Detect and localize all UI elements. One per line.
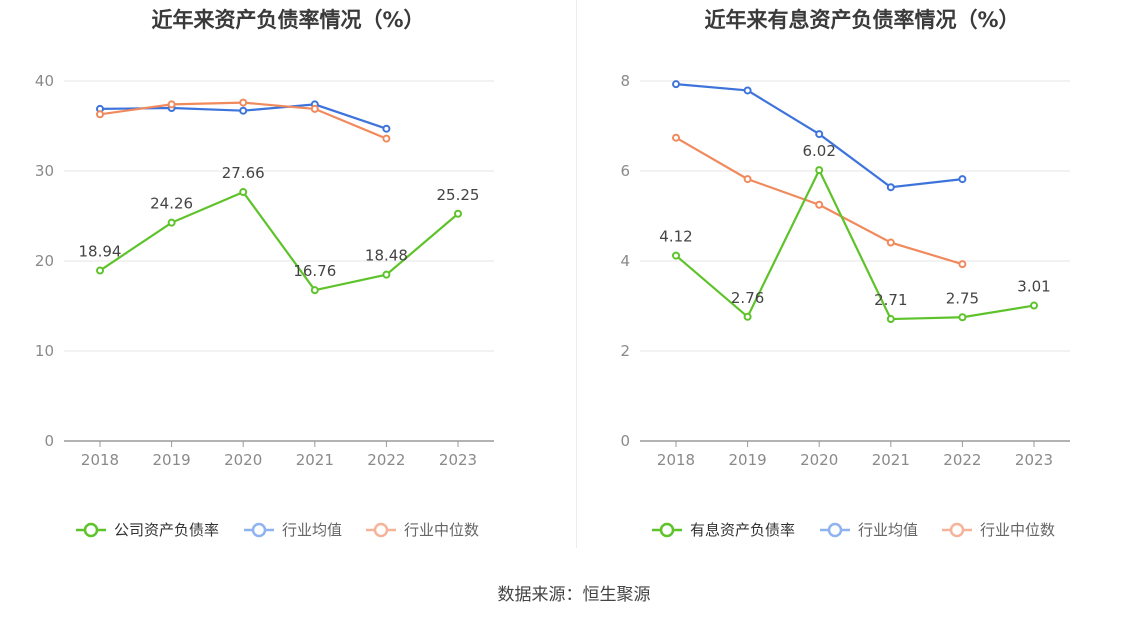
legend-label-company: 公司资产负债率 xyxy=(114,521,219,539)
data-label: 2.75 xyxy=(946,289,979,307)
series-line-company xyxy=(675,167,1035,321)
data-label: 3.01 xyxy=(1017,278,1050,296)
data-point-median xyxy=(958,260,967,269)
y-tick-label: 8 xyxy=(620,72,630,90)
data-point-avg xyxy=(239,106,248,115)
data-point-company xyxy=(454,209,462,218)
data-point-median xyxy=(886,238,895,247)
legend-marker-avg xyxy=(251,522,267,538)
data-point-company xyxy=(958,313,967,322)
data-point-avg xyxy=(743,86,752,95)
chart-title-interest-debt-ratio: 近年来有息资产负债率情况（%） xyxy=(704,8,1020,32)
legend-marker-company xyxy=(659,522,675,538)
y-tick-label: 30 xyxy=(35,162,54,180)
data-point-company xyxy=(382,270,391,279)
x-tick-label: 2022 xyxy=(943,451,981,469)
legend-marker-median xyxy=(949,522,965,538)
y-tick-label: 40 xyxy=(35,72,54,90)
data-point-company xyxy=(815,166,824,175)
data-label: 6.02 xyxy=(802,142,835,160)
data-point-company xyxy=(743,312,752,321)
data-label: 25.25 xyxy=(437,186,480,204)
data-label: 24.26 xyxy=(150,195,193,213)
data-label: 4.12 xyxy=(659,228,692,246)
data-label: 18.48 xyxy=(365,247,408,265)
data-label: 2.76 xyxy=(731,289,764,307)
x-tick-label: 2018 xyxy=(81,451,119,469)
y-tick-label: 20 xyxy=(35,252,54,270)
legend-label-company: 有息资产负债率 xyxy=(690,521,795,539)
data-point-median xyxy=(672,133,680,142)
data-point-median xyxy=(167,100,176,109)
data-point-company xyxy=(239,188,248,197)
data-point-avg xyxy=(958,175,967,184)
chart-debt-ratio: 0 10 20 30 40 2018 2019 2020 2021 2022 2023 18.94 24… xyxy=(35,72,494,539)
legend-label-median: 行业中位数 xyxy=(980,521,1055,539)
data-point-company xyxy=(96,266,104,275)
data-label: 27.66 xyxy=(222,164,265,182)
y-tick-label: 2 xyxy=(620,342,630,360)
data-point-avg xyxy=(886,183,895,192)
x-tick-label: 2023 xyxy=(1015,451,1053,469)
data-point-company xyxy=(672,251,680,260)
data-point-avg xyxy=(382,124,391,133)
legend-marker-median xyxy=(373,522,389,538)
x-tick-label: 2022 xyxy=(367,451,405,469)
data-point-company xyxy=(1030,301,1038,310)
series-line-company xyxy=(99,190,459,292)
x-tick-label: 2020 xyxy=(800,451,838,469)
data-point-avg xyxy=(815,130,824,139)
legend-marker-company xyxy=(83,522,99,538)
source-note: 数据来源：恒生聚源 xyxy=(497,585,651,605)
legend-marker-avg xyxy=(827,522,843,538)
data-point-company xyxy=(886,315,895,324)
data-point-median xyxy=(310,104,319,113)
x-tick-label: 2021 xyxy=(296,451,334,469)
data-point-avg xyxy=(672,80,680,89)
x-tick-label: 2019 xyxy=(729,451,767,469)
data-label: 18.94 xyxy=(79,243,122,261)
x-tick-label: 2019 xyxy=(153,451,191,469)
y-tick-label: 4 xyxy=(620,252,630,270)
chart-interest-debt-ratio: 0 2 4 6 8 2018 2019 2020 2021 2022 2023 4.12 2.76 6.0… xyxy=(620,72,1070,539)
data-point-company xyxy=(310,286,319,295)
data-point-median xyxy=(382,134,391,143)
y-tick-label: 6 xyxy=(620,162,630,180)
data-label: 2.71 xyxy=(874,291,907,309)
data-point-median xyxy=(743,175,752,184)
x-tick-label: 2021 xyxy=(872,451,910,469)
legend-label-median: 行业中位数 xyxy=(404,521,479,539)
y-tick-label: 0 xyxy=(44,432,54,450)
x-tick-label: 2018 xyxy=(657,451,695,469)
data-point-median xyxy=(815,200,824,209)
legend-label-avg: 行业均值 xyxy=(858,521,918,539)
x-tick-label: 2023 xyxy=(439,451,477,469)
x-tick-label: 2020 xyxy=(224,451,262,469)
data-point-median xyxy=(96,110,104,119)
chart-title-debt-ratio: 近年来资产负债率情况（%） xyxy=(151,8,425,32)
panel-divider xyxy=(576,0,577,548)
data-point-company xyxy=(167,218,176,227)
y-tick-label: 0 xyxy=(620,432,630,450)
y-tick-label: 10 xyxy=(35,342,54,360)
legend-label-avg: 行业均值 xyxy=(282,521,342,539)
data-label: 16.76 xyxy=(293,262,336,280)
data-point-median xyxy=(239,98,248,107)
